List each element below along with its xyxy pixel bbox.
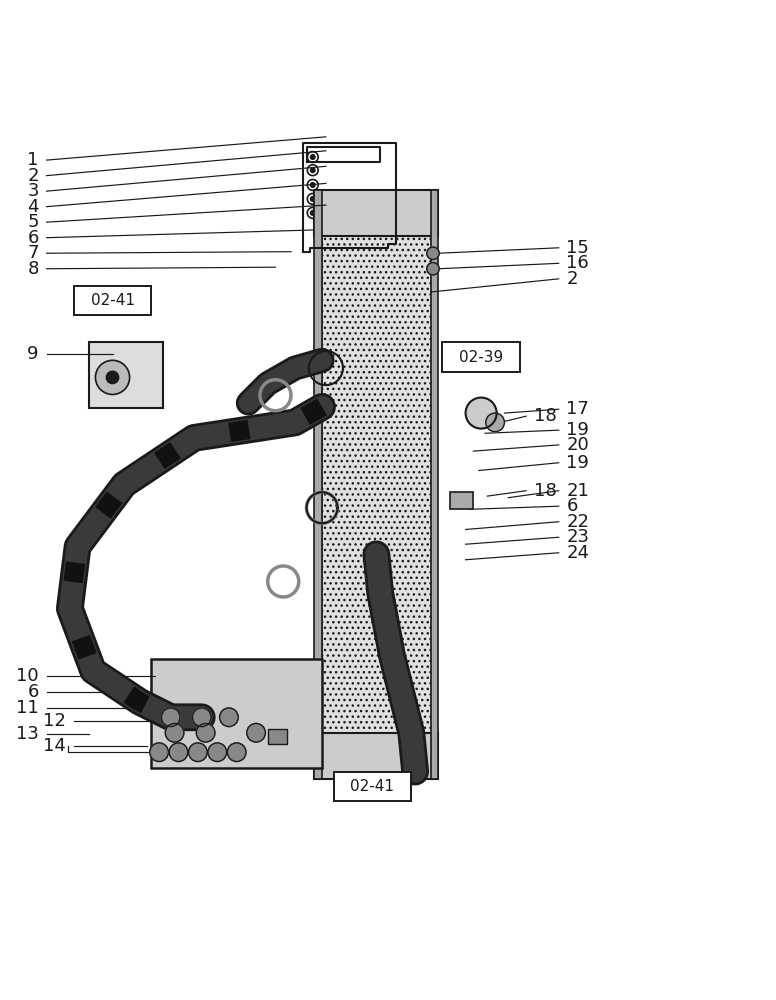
Polygon shape — [314, 190, 322, 779]
Text: 21: 21 — [566, 482, 589, 500]
Circle shape — [427, 247, 439, 259]
Circle shape — [220, 708, 238, 727]
Circle shape — [161, 708, 180, 727]
Text: 1: 1 — [27, 151, 39, 169]
Circle shape — [486, 413, 504, 432]
Circle shape — [95, 360, 130, 394]
Circle shape — [106, 371, 119, 384]
Circle shape — [169, 743, 188, 762]
Polygon shape — [322, 236, 431, 741]
Circle shape — [189, 743, 207, 762]
Circle shape — [196, 723, 215, 742]
Circle shape — [150, 743, 168, 762]
Text: 5: 5 — [27, 213, 39, 231]
Circle shape — [310, 197, 315, 201]
Text: 14: 14 — [43, 737, 66, 755]
Text: 2: 2 — [566, 270, 578, 288]
Circle shape — [227, 743, 246, 762]
Text: 19: 19 — [566, 454, 589, 472]
Text: 6: 6 — [566, 497, 578, 515]
Polygon shape — [314, 190, 438, 236]
Text: 02-41: 02-41 — [91, 293, 134, 308]
Text: 12: 12 — [43, 712, 66, 730]
Text: 24: 24 — [566, 544, 590, 562]
Text: 10: 10 — [16, 667, 39, 685]
Text: 9: 9 — [27, 345, 39, 363]
Polygon shape — [314, 733, 438, 779]
Polygon shape — [151, 659, 322, 768]
Circle shape — [427, 263, 439, 275]
Circle shape — [310, 155, 315, 159]
Text: 18: 18 — [534, 482, 556, 500]
Text: 2: 2 — [27, 167, 39, 185]
Text: 23: 23 — [566, 528, 590, 546]
Polygon shape — [89, 342, 163, 408]
Bar — [442, 342, 520, 372]
Bar — [334, 772, 411, 801]
Circle shape — [208, 743, 227, 762]
Text: 19: 19 — [566, 421, 589, 439]
Text: 8: 8 — [27, 260, 39, 278]
Circle shape — [466, 398, 497, 429]
Text: 6: 6 — [27, 683, 39, 701]
Text: 22: 22 — [566, 513, 590, 531]
Text: 17: 17 — [566, 400, 589, 418]
Text: 4: 4 — [27, 198, 39, 216]
Circle shape — [310, 211, 315, 215]
Circle shape — [165, 723, 184, 742]
Text: 6: 6 — [27, 229, 39, 247]
Bar — [74, 286, 151, 315]
Text: 18: 18 — [534, 407, 556, 425]
Text: 13: 13 — [16, 725, 39, 743]
Circle shape — [310, 183, 315, 187]
Text: 16: 16 — [566, 254, 589, 272]
Polygon shape — [450, 492, 473, 509]
Text: 02-41: 02-41 — [351, 779, 394, 794]
Text: 15: 15 — [566, 239, 589, 257]
Circle shape — [192, 708, 211, 727]
Circle shape — [247, 723, 265, 742]
Text: 3: 3 — [27, 182, 39, 200]
Text: 7: 7 — [27, 244, 39, 262]
Text: 20: 20 — [566, 436, 589, 454]
Polygon shape — [431, 190, 438, 779]
Circle shape — [310, 168, 315, 173]
Polygon shape — [268, 729, 287, 744]
Text: 02-39: 02-39 — [459, 350, 504, 365]
Text: 11: 11 — [16, 699, 39, 717]
